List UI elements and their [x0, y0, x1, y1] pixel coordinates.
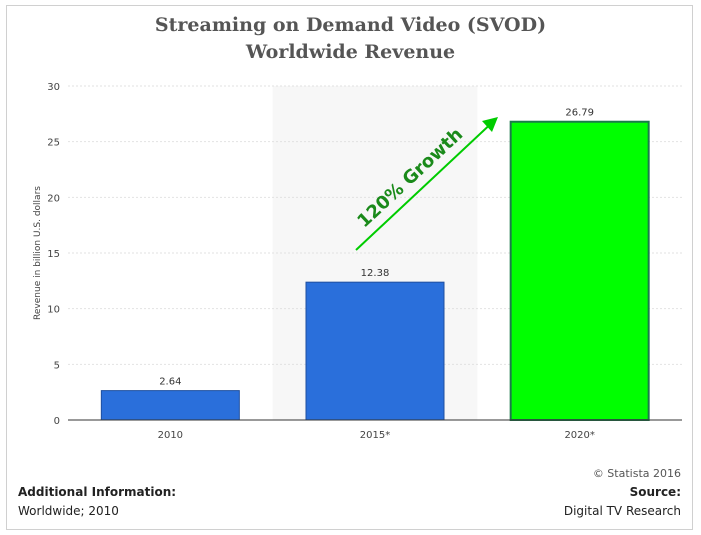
- data-label: 2.64: [159, 377, 181, 388]
- x-tick-label: 2015*: [360, 430, 390, 441]
- bar-2020: [509, 120, 650, 421]
- growth-arrow-line: [355, 124, 490, 251]
- y-tick-label: 0: [54, 416, 60, 427]
- additional-info-value: Worldwide; 2010: [18, 504, 119, 518]
- y-tick-label: 30: [47, 82, 60, 93]
- x-tick-label: 2010: [158, 430, 183, 441]
- source-label: Source:: [629, 485, 681, 499]
- source-value: Digital TV Research: [563, 504, 681, 518]
- y-tick-label: 10: [47, 305, 60, 316]
- growth-arrow-head: [482, 117, 498, 132]
- y-tick-label: 25: [47, 138, 60, 149]
- additional-info-label: Additional Information:: [18, 485, 177, 499]
- bar-2015: [305, 281, 445, 421]
- bar-2010: [100, 390, 240, 421]
- y-tick-label: 5: [54, 360, 60, 371]
- title-line-1: Streaming on Demand Video (SVOD): [154, 14, 547, 36]
- data-label: 12.38: [361, 268, 390, 279]
- y-tick-label: 20: [47, 193, 60, 204]
- x-tick-label: 2020*: [564, 430, 594, 441]
- title-line-2: Worldwide Revenue: [245, 41, 456, 63]
- data-label: 26.79: [565, 108, 594, 119]
- y-tick-label: 15: [47, 249, 60, 260]
- chart-title: Streaming on Demand Video (SVOD) Worldwi…: [0, 12, 701, 66]
- y-axis-label: Revenue in billion U.S. dollars: [33, 186, 43, 320]
- copyright-text: © Statista 2016: [592, 467, 681, 480]
